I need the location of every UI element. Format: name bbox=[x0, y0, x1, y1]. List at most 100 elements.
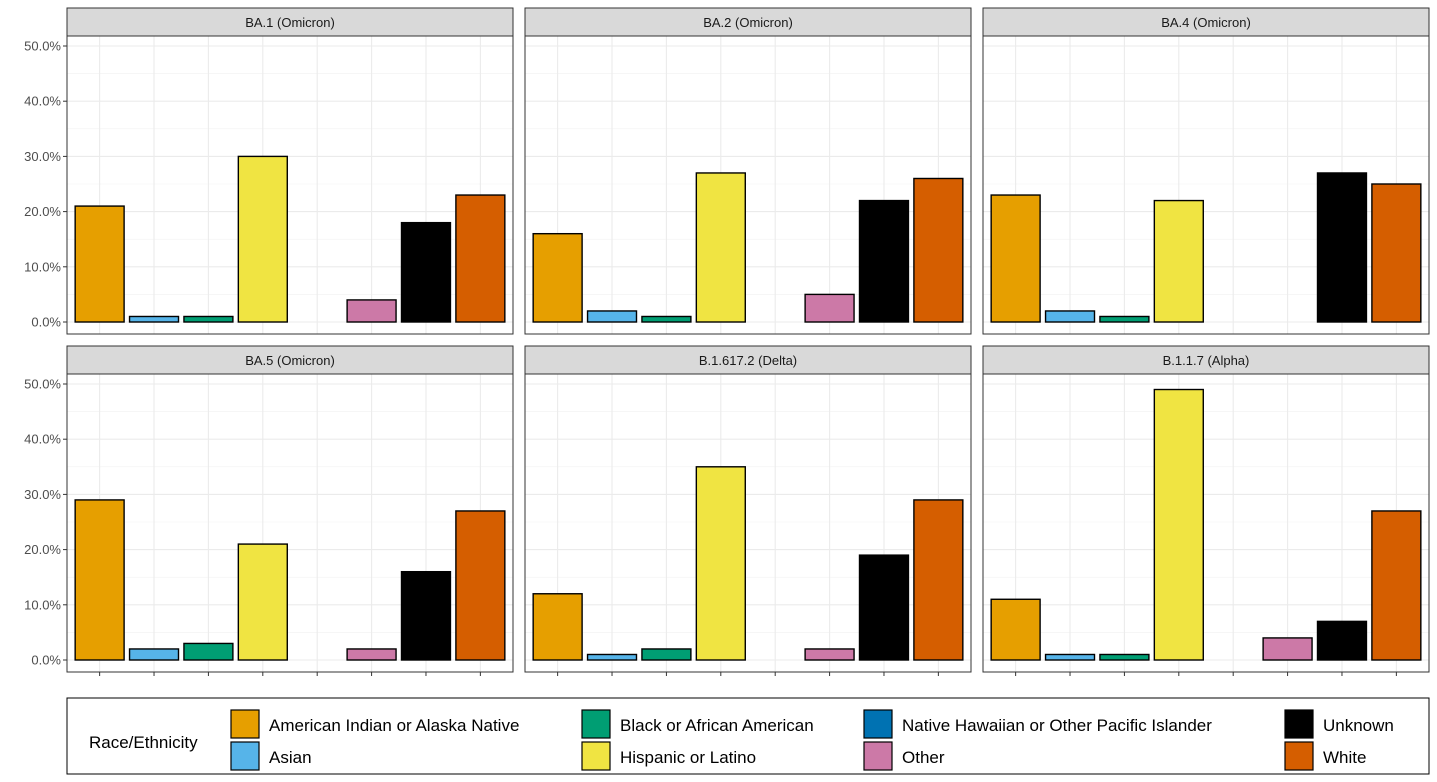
y-tick-label: 30.0% bbox=[24, 149, 61, 164]
bar-other bbox=[346, 648, 397, 661]
legend-item-native-hawaiian-or-other-pacific-islander: Native Hawaiian or Other Pacific Islande… bbox=[863, 709, 1212, 739]
facet-strip bbox=[982, 345, 1430, 375]
y-tick-label: 40.0% bbox=[24, 94, 61, 109]
bar-asian bbox=[1044, 653, 1096, 661]
bar-other bbox=[804, 648, 855, 661]
legend-label: Native Hawaiian or Other Pacific Islande… bbox=[902, 716, 1212, 735]
bar-black-or-african-american bbox=[641, 648, 692, 661]
facet-title: B.1.1.7 (Alpha) bbox=[1163, 353, 1250, 368]
bar-unknown bbox=[1316, 620, 1368, 661]
bar-black-or-african-american bbox=[183, 642, 234, 661]
facet-strip bbox=[66, 7, 514, 37]
y-tick-label: 0.0% bbox=[31, 653, 61, 668]
bar-american-indian-or-alaska-native bbox=[74, 205, 125, 323]
legend-label: Hispanic or Latino bbox=[620, 748, 756, 767]
legend-item-other: Other bbox=[863, 741, 945, 771]
bar-unknown bbox=[858, 554, 910, 661]
bar-unknown bbox=[400, 570, 452, 661]
facet-panel-ba-4-omicron: BA.4 (Omicron) bbox=[982, 7, 1430, 335]
bar-hispanic-or-latino bbox=[1153, 388, 1204, 661]
bar-white bbox=[913, 499, 964, 661]
bar-white bbox=[1371, 183, 1422, 323]
y-tick-label: 20.0% bbox=[24, 542, 61, 557]
bar-asian bbox=[586, 653, 638, 661]
facet-panel-b-1-617-2-delta: B.1.617.2 (Delta) bbox=[524, 345, 972, 676]
y-tick-label: 30.0% bbox=[24, 487, 61, 502]
facet-title: BA.4 (Omicron) bbox=[1161, 15, 1251, 30]
y-tick-label: 50.0% bbox=[24, 39, 61, 54]
bar-hispanic-or-latino bbox=[1153, 199, 1204, 323]
legend-label: American Indian or Alaska Native bbox=[269, 716, 519, 735]
bar-american-indian-or-alaska-native bbox=[532, 593, 583, 661]
bar-hispanic-or-latino bbox=[237, 543, 288, 661]
legend-swatch bbox=[863, 709, 893, 739]
bar-american-indian-or-alaska-native bbox=[990, 194, 1041, 323]
facet-title: B.1.617.2 (Delta) bbox=[699, 353, 797, 368]
bar-asian bbox=[1044, 310, 1096, 323]
bar-white bbox=[1371, 510, 1422, 661]
legend-label: Black or African American bbox=[620, 716, 814, 735]
legend-box bbox=[66, 697, 1430, 775]
facet-panel-ba-5-omicron: BA.5 (Omicron) 0.0% 10.0% 20.0% 30.0% 40.0% 50… bbox=[24, 345, 514, 676]
bar-other bbox=[1262, 637, 1313, 661]
y-tick-label: 20.0% bbox=[24, 204, 61, 219]
bar-american-indian-or-alaska-native bbox=[532, 232, 583, 323]
chart-panels: BA.1 (Omicron) 0.0% 10.0% 20.0% 30.0% 40.0% 50… bbox=[24, 7, 1430, 676]
facet-strip bbox=[524, 7, 972, 37]
bar-black-or-african-american bbox=[183, 315, 234, 323]
bar-asian bbox=[128, 648, 180, 661]
legend-label: Asian bbox=[269, 748, 312, 767]
facet-strip bbox=[982, 7, 1430, 37]
legend-title: Race/Ethnicity bbox=[89, 733, 198, 752]
legend-swatch bbox=[581, 741, 611, 771]
y-tick-label: 50.0% bbox=[24, 377, 61, 392]
legend-item-asian: Asian bbox=[230, 741, 312, 771]
legend-item-hispanic-or-latino: Hispanic or Latino bbox=[581, 741, 756, 771]
bar-white bbox=[913, 177, 964, 323]
bar-black-or-african-american bbox=[1099, 653, 1150, 661]
facet-strip bbox=[66, 345, 514, 375]
y-tick-label: 40.0% bbox=[24, 432, 61, 447]
facet-title: BA.2 (Omicron) bbox=[703, 15, 793, 30]
bar-hispanic-or-latino bbox=[237, 155, 288, 323]
bar-hispanic-or-latino bbox=[695, 466, 746, 661]
legend-swatch bbox=[1284, 741, 1314, 771]
bar-white bbox=[455, 194, 506, 323]
bar-unknown bbox=[1316, 172, 1368, 323]
bar-hispanic-or-latino bbox=[695, 172, 746, 323]
facet-panel-ba-1-omicron: BA.1 (Omicron) 0.0% 10.0% 20.0% 30.0% 40.0% 50… bbox=[24, 7, 514, 335]
legend-label: White bbox=[1323, 748, 1366, 767]
bar-american-indian-or-alaska-native bbox=[74, 499, 125, 661]
bar-black-or-african-american bbox=[641, 315, 692, 323]
bar-asian bbox=[586, 310, 638, 323]
y-tick-label: 10.0% bbox=[24, 597, 61, 612]
bar-unknown bbox=[400, 221, 452, 323]
facet-title: BA.1 (Omicron) bbox=[245, 15, 335, 30]
bar-other bbox=[346, 299, 397, 323]
legend-label: Unknown bbox=[1323, 716, 1394, 735]
bar-black-or-african-american bbox=[1099, 315, 1150, 323]
legend-item-black-or-african-american: Black or African American bbox=[581, 709, 814, 739]
legend-item-unknown: Unknown bbox=[1284, 709, 1394, 739]
legend-item-white: White bbox=[1284, 741, 1366, 771]
y-tick-label: 10.0% bbox=[24, 259, 61, 274]
legend-swatch bbox=[230, 709, 260, 739]
legend-swatch bbox=[1284, 709, 1314, 739]
chart-legend: Race/Ethnicity American Indian or Alaska … bbox=[66, 697, 1430, 775]
legend-swatch bbox=[581, 709, 611, 739]
bar-other bbox=[804, 293, 855, 323]
legend-swatch bbox=[230, 741, 260, 771]
legend-item-american-indian-or-alaska-native: American Indian or Alaska Native bbox=[230, 709, 519, 739]
bar-unknown bbox=[858, 199, 910, 323]
bar-american-indian-or-alaska-native bbox=[990, 598, 1041, 661]
bar-white bbox=[455, 510, 506, 661]
y-tick-label: 0.0% bbox=[31, 315, 61, 330]
facet-panel-b-1-1-7-alpha: B.1.1.7 (Alpha) bbox=[982, 345, 1430, 676]
facet-title: BA.5 (Omicron) bbox=[245, 353, 335, 368]
facet-strip bbox=[524, 345, 972, 375]
bar-asian bbox=[128, 315, 180, 323]
legend-label: Other bbox=[902, 748, 945, 767]
legend-swatch bbox=[863, 741, 893, 771]
facet-panel-ba-2-omicron: BA.2 (Omicron) bbox=[524, 7, 972, 335]
